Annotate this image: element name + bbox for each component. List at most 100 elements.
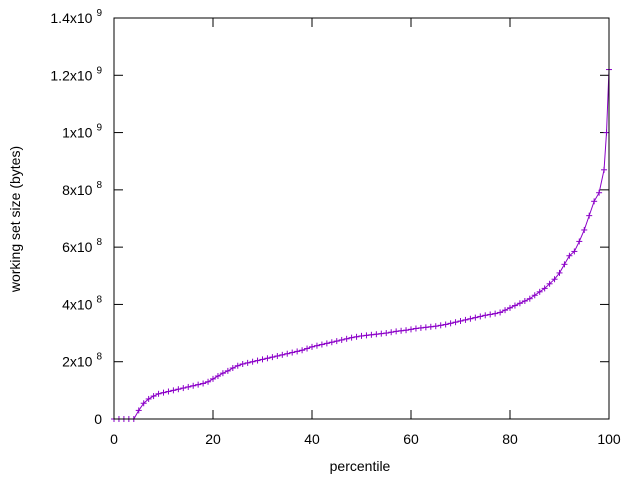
data-point-marker <box>453 319 459 325</box>
data-point-marker <box>245 360 251 366</box>
y-tick-label-exponent: 8 <box>96 352 102 363</box>
data-point-marker <box>477 313 483 319</box>
data-point-marker <box>458 318 464 324</box>
data-point-marker <box>324 340 330 346</box>
data-point-marker <box>319 342 325 348</box>
y-tick-label: 2x10 8 <box>62 352 102 370</box>
data-point-marker <box>561 261 567 267</box>
data-point-marker <box>576 238 582 244</box>
y-tick-label-exponent: 9 <box>96 65 102 76</box>
data-point-marker <box>462 317 468 323</box>
data-point-marker <box>378 331 384 337</box>
data-point-marker <box>269 354 275 360</box>
y-tick-label: 8x10 8 <box>62 180 102 198</box>
y-tick-label: 6x10 8 <box>62 237 102 255</box>
data-point-marker <box>175 386 181 392</box>
data-point-marker <box>170 387 176 393</box>
y-tick-label-base: 6x10 <box>62 239 93 255</box>
data-point-marker <box>314 343 320 349</box>
data-point-marker <box>349 335 355 341</box>
data-point-marker <box>289 350 295 356</box>
data-point-marker <box>591 198 597 204</box>
data-point-marker <box>428 324 434 330</box>
data-point-marker <box>165 389 171 395</box>
y-tick-label-exponent: 8 <box>96 180 102 191</box>
y-tick-label-base: 1.4x10 <box>50 10 92 26</box>
data-point-marker <box>423 324 429 330</box>
data-point-marker <box>210 376 216 382</box>
y-tick-label: 1.2x10 9 <box>50 65 102 83</box>
data-point-marker <box>413 325 419 331</box>
ticks-layer: 0 20 40 60 80 10002x10 84x10 86x10 88x10 81x10 91.… <box>50 8 621 447</box>
y-tick-label-base: 0 <box>94 411 102 427</box>
data-point-marker <box>339 337 345 343</box>
data-point-marker <box>586 213 592 219</box>
data-point-marker <box>403 327 409 333</box>
y-tick-label: 1.4x10 9 <box>50 8 102 26</box>
data-point-marker <box>329 339 335 345</box>
data-point-marker <box>537 289 543 295</box>
data-point-marker <box>136 407 142 413</box>
data-point-marker <box>185 384 191 390</box>
x-tick-label: 100 <box>597 431 621 447</box>
data-point-marker <box>255 358 261 364</box>
y-axis-label: working set size (bytes) <box>7 146 23 293</box>
data-point-marker <box>408 326 414 332</box>
x-tick-label: 0 <box>110 431 118 447</box>
x-tick-label: 60 <box>403 431 419 447</box>
data-point-marker <box>279 352 285 358</box>
data-point-marker <box>596 190 602 196</box>
y-tick-label-base: 1.2x10 <box>50 67 92 83</box>
y-tick-label: 4x10 8 <box>62 294 102 312</box>
data-point-marker <box>448 320 454 326</box>
y-tick-label-base: 8x10 <box>62 182 93 198</box>
plot-frame <box>114 18 609 419</box>
x-tick-label: 20 <box>205 431 221 447</box>
y-tick-label: 1x10 9 <box>62 123 102 141</box>
x-axis-label: percentile <box>330 458 391 474</box>
data-point-marker <box>373 331 379 337</box>
data-point-marker <box>467 316 473 322</box>
data-point-marker <box>388 329 394 335</box>
data-point-marker <box>581 227 587 233</box>
data-point-marker <box>264 355 270 361</box>
data-point-marker <box>359 333 365 339</box>
data-point-marker <box>472 315 478 321</box>
y-tick-label-exponent: 9 <box>96 8 102 19</box>
data-point-marker <box>195 382 201 388</box>
x-tick-label: 80 <box>502 431 518 447</box>
y-tick-label: 0 <box>94 411 102 427</box>
data-point-marker <box>260 356 266 362</box>
data-point-marker <box>383 330 389 336</box>
data-point-marker <box>492 311 498 317</box>
data-point-marker <box>368 332 374 338</box>
series-line <box>114 70 609 419</box>
data-point-marker <box>334 338 340 344</box>
data-point-marker <box>215 373 221 379</box>
data-point-marker <box>294 348 300 354</box>
data-point-marker <box>398 328 404 334</box>
x-tick-label: 40 <box>304 431 320 447</box>
data-point-marker <box>438 322 444 328</box>
data-point-marker <box>190 383 196 389</box>
y-tick-label-base: 1x10 <box>62 125 93 141</box>
data-point-marker <box>487 311 493 317</box>
series-layer <box>111 67 612 422</box>
data-point-marker <box>250 359 256 365</box>
data-point-marker <box>274 353 280 359</box>
data-point-marker <box>601 167 607 173</box>
data-point-marker <box>443 321 449 327</box>
data-point-marker <box>433 323 439 329</box>
data-point-marker <box>532 292 538 298</box>
y-tick-label-exponent: 8 <box>96 294 102 305</box>
data-point-marker <box>344 336 350 342</box>
data-point-marker <box>482 312 488 318</box>
data-point-marker <box>284 351 290 357</box>
y-tick-label-exponent: 9 <box>96 123 102 134</box>
data-point-marker <box>393 328 399 334</box>
y-tick-label-exponent: 8 <box>96 237 102 248</box>
data-point-marker <box>363 332 369 338</box>
data-point-marker <box>180 385 186 391</box>
y-tick-label-base: 2x10 <box>62 354 93 370</box>
